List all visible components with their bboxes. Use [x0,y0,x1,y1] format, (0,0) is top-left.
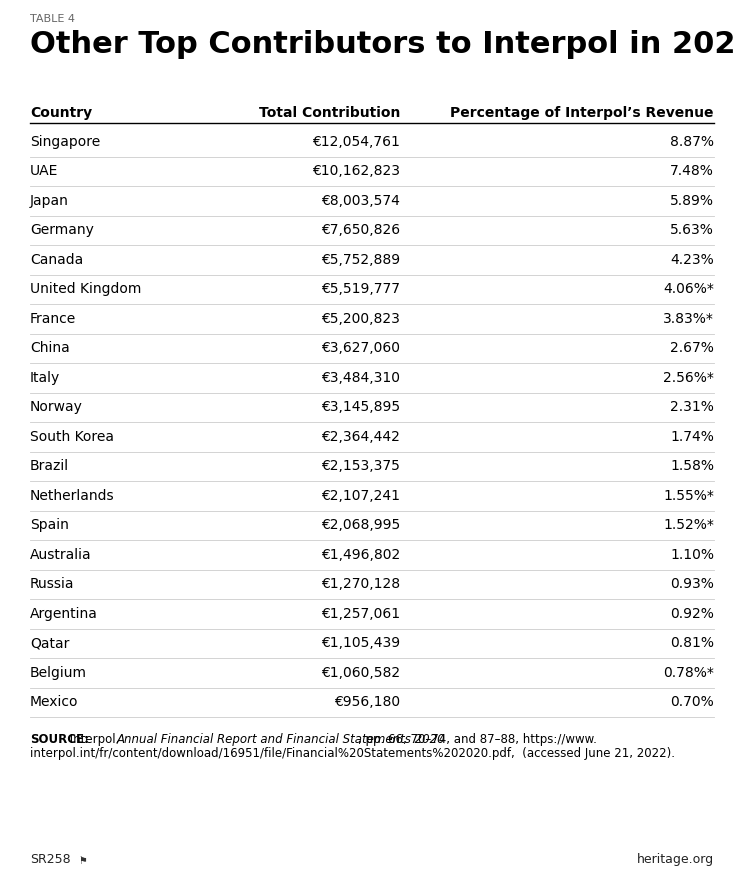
Text: 1.52%*: 1.52%* [663,518,714,532]
Text: Total Contribution: Total Contribution [258,106,400,120]
Text: €2,107,241: €2,107,241 [321,489,400,503]
Text: China: China [30,341,70,355]
Text: Russia: Russia [30,577,74,591]
Text: Japan: Japan [30,194,69,208]
Text: ⚑: ⚑ [78,856,87,866]
Text: €2,153,375: €2,153,375 [321,460,400,473]
Text: €12,054,761: €12,054,761 [312,134,400,149]
Text: 8.87%: 8.87% [670,134,714,149]
Text: heritage.org: heritage.org [637,853,714,866]
Text: €2,068,995: €2,068,995 [321,518,400,532]
Text: 0.92%: 0.92% [670,606,714,621]
Text: Annual Financial Report and Financial Statements 2020: Annual Financial Report and Financial St… [117,733,446,746]
Text: South Korea: South Korea [30,430,114,444]
Text: SR258: SR258 [30,853,70,866]
Text: United Kingdom: United Kingdom [30,282,142,296]
Text: €3,145,895: €3,145,895 [321,400,400,415]
Text: , pp. 66, 70–74, and 87–88, https://www.: , pp. 66, 70–74, and 87–88, https://www. [358,733,597,746]
Text: 7.48%: 7.48% [670,164,714,179]
Text: Germany: Germany [30,224,94,237]
Text: 2.31%: 2.31% [670,400,714,415]
Text: Interpol,: Interpol, [66,733,123,746]
Text: €5,200,823: €5,200,823 [321,312,400,325]
Text: 0.78%*: 0.78%* [663,666,714,680]
Text: 0.93%: 0.93% [670,577,714,591]
Text: TABLE 4: TABLE 4 [30,14,75,24]
Text: Qatar: Qatar [30,636,70,651]
Text: 4.06%*: 4.06%* [663,282,714,296]
Text: Country: Country [30,106,92,120]
Text: €3,484,310: €3,484,310 [321,370,400,385]
Text: 1.55%*: 1.55%* [663,489,714,503]
Text: Australia: Australia [30,548,92,561]
Text: Percentage of Interpol’s Revenue: Percentage of Interpol’s Revenue [451,106,714,120]
Text: €10,162,823: €10,162,823 [312,164,400,179]
Text: Netherlands: Netherlands [30,489,115,503]
Text: €2,364,442: €2,364,442 [321,430,400,444]
Text: Spain: Spain [30,518,69,532]
Text: 5.89%: 5.89% [670,194,714,208]
Text: 4.23%: 4.23% [670,253,714,267]
Text: Brazil: Brazil [30,460,69,473]
Text: 1.58%: 1.58% [670,460,714,473]
Text: €3,627,060: €3,627,060 [321,341,400,355]
Text: €7,650,826: €7,650,826 [321,224,400,237]
Text: 2.56%*: 2.56%* [663,370,714,385]
Text: 5.63%: 5.63% [670,224,714,237]
Text: €5,752,889: €5,752,889 [321,253,400,267]
Text: Other Top Contributors to Interpol in 2020: Other Top Contributors to Interpol in 20… [30,30,734,59]
Text: 2.67%: 2.67% [670,341,714,355]
Text: 0.70%: 0.70% [670,695,714,709]
Text: Italy: Italy [30,370,60,385]
Text: €1,496,802: €1,496,802 [321,548,400,561]
Text: €5,519,777: €5,519,777 [321,282,400,296]
Text: UAE: UAE [30,164,59,179]
Text: Singapore: Singapore [30,134,101,149]
Text: Mexico: Mexico [30,695,79,709]
Text: Canada: Canada [30,253,83,267]
Text: Norway: Norway [30,400,83,415]
Text: €8,003,574: €8,003,574 [321,194,400,208]
Text: Belgium: Belgium [30,666,87,680]
Text: €1,060,582: €1,060,582 [321,666,400,680]
Text: €1,270,128: €1,270,128 [321,577,400,591]
Text: SOURCE:: SOURCE: [30,733,89,746]
Text: France: France [30,312,76,325]
Text: €956,180: €956,180 [334,695,400,709]
Text: 1.74%: 1.74% [670,430,714,444]
Text: 1.10%: 1.10% [670,548,714,561]
Text: €1,257,061: €1,257,061 [321,606,400,621]
Text: €1,105,439: €1,105,439 [321,636,400,651]
Text: interpol.int/fr/content/download/16951/file/Financial%20Statements%202020.pdf,  : interpol.int/fr/content/download/16951/f… [30,747,675,760]
Text: 0.81%: 0.81% [670,636,714,651]
Text: 3.83%*: 3.83%* [663,312,714,325]
Text: Argentina: Argentina [30,606,98,621]
